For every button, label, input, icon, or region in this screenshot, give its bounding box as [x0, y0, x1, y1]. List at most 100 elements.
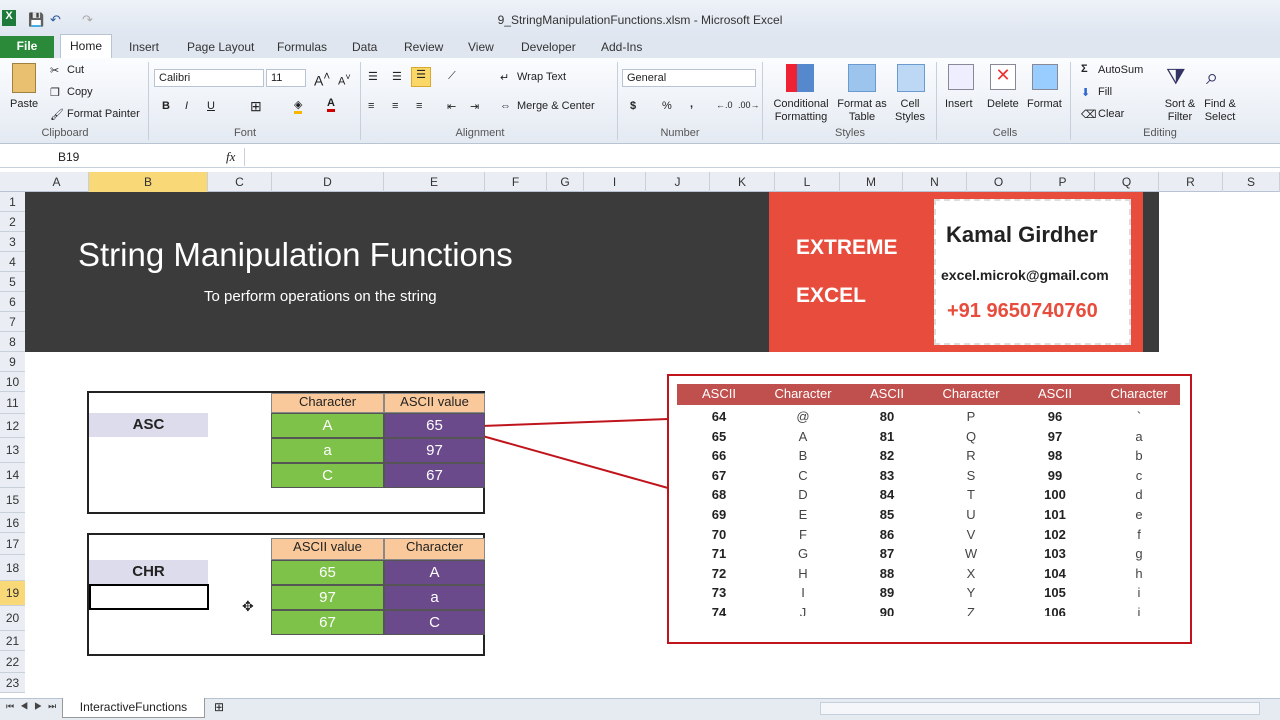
sort-filter-button[interactable]: Sort & Filter: [1164, 98, 1196, 123]
new-sheet-icon[interactable]: ⊞: [214, 700, 225, 714]
column-header-r[interactable]: R: [1159, 172, 1223, 192]
cell-styles-button[interactable]: Cell Styles: [895, 98, 925, 123]
tab-insert[interactable]: Insert: [129, 40, 160, 54]
row-header-19[interactable]: 19: [0, 581, 25, 606]
row-header-14[interactable]: 14: [0, 463, 25, 488]
font-name-select[interactable]: Calibri: [154, 69, 264, 87]
wrap-text-button[interactable]: Wrap Text: [517, 71, 567, 83]
borders-icon[interactable]: ⊞: [250, 98, 262, 114]
paste-icon[interactable]: [12, 63, 36, 93]
row-header-11[interactable]: 11: [0, 392, 25, 414]
tab-page-layout[interactable]: Page Layout: [187, 40, 255, 54]
horizontal-scrollbar[interactable]: [820, 702, 1260, 715]
copy-icon[interactable]: ❐: [50, 87, 60, 99]
align-right-icon[interactable]: ≡: [416, 100, 423, 112]
column-header-s[interactable]: S: [1223, 172, 1280, 192]
currency-button[interactable]: $: [630, 100, 637, 112]
decrease-indent-icon[interactable]: ⇤: [447, 101, 457, 113]
chr-result-cell[interactable]: C: [384, 610, 485, 635]
tab-data[interactable]: Data: [352, 40, 378, 54]
align-left-icon[interactable]: ≡: [368, 100, 375, 112]
asc-cell[interactable]: C: [271, 463, 384, 488]
column-header-q[interactable]: Q: [1095, 172, 1159, 192]
comma-button[interactable]: ,: [690, 98, 694, 110]
row-header-23[interactable]: 23: [0, 673, 25, 693]
percent-button[interactable]: %: [662, 100, 672, 112]
chr-cell[interactable]: 97: [271, 585, 384, 610]
find-select-button[interactable]: Find & Select: [1204, 98, 1236, 123]
underline-button[interactable]: U: [207, 100, 215, 112]
format-cells-button[interactable]: Format: [1027, 98, 1062, 110]
chr-result-cell[interactable]: A: [384, 560, 485, 585]
column-header-n[interactable]: N: [903, 172, 967, 192]
align-center-icon[interactable]: ≡: [392, 100, 399, 112]
column-header-j[interactable]: J: [646, 172, 710, 192]
active-cell-b19[interactable]: [89, 584, 209, 610]
tab-add-ins[interactable]: Add-Ins: [601, 40, 643, 54]
asc-cell[interactable]: a: [271, 438, 384, 463]
copy-button[interactable]: Copy: [67, 86, 93, 98]
column-header-a[interactable]: A: [25, 172, 89, 192]
column-header-p[interactable]: P: [1031, 172, 1095, 192]
delete-cells-button[interactable]: Delete: [987, 98, 1019, 110]
align-middle-icon[interactable]: ☰: [392, 71, 402, 83]
row-header-7[interactable]: 7: [0, 312, 25, 332]
row-header-2[interactable]: 2: [0, 212, 25, 232]
tab-developer[interactable]: Developer: [521, 40, 576, 54]
merge-center-button[interactable]: Merge & Center: [517, 100, 595, 112]
font-size-select[interactable]: 11: [266, 69, 306, 87]
row-header-16[interactable]: 16: [0, 513, 25, 533]
name-box[interactable]: B19: [58, 150, 80, 164]
clear-button[interactable]: Clear: [1098, 108, 1125, 120]
row-header-4[interactable]: 4: [0, 252, 25, 272]
asc-result-cell[interactable]: 65: [384, 413, 485, 438]
row-header-1[interactable]: 1: [0, 192, 25, 212]
conditional-formatting-button[interactable]: Conditional Formatting: [773, 98, 829, 123]
row-header-8[interactable]: 8: [0, 332, 25, 352]
row-header-12[interactable]: 12: [0, 414, 25, 438]
fx-icon[interactable]: fx: [226, 149, 236, 164]
paste-button[interactable]: Paste: [10, 98, 39, 110]
bold-button[interactable]: B: [162, 100, 170, 112]
decrease-decimal-icon[interactable]: .00→: [738, 100, 760, 110]
column-header-o[interactable]: O: [967, 172, 1031, 192]
cut-button[interactable]: Cut: [67, 64, 85, 76]
font-color-icon[interactable]: A: [327, 97, 335, 112]
increase-decimal-icon[interactable]: ←.0: [716, 100, 733, 110]
column-header-k[interactable]: K: [710, 172, 775, 192]
autosum-button[interactable]: AutoSum: [1098, 64, 1144, 76]
fill-button[interactable]: Fill: [1098, 86, 1113, 98]
format-painter-icon[interactable]: 🖌: [50, 109, 64, 121]
chr-result-cell[interactable]: a: [384, 585, 485, 610]
tab-file[interactable]: File: [0, 36, 54, 58]
chr-cell[interactable]: 67: [271, 610, 384, 635]
undo-icon[interactable]: ↶: [50, 12, 61, 27]
column-header-g[interactable]: G: [547, 172, 584, 192]
row-header-21[interactable]: 21: [0, 631, 25, 651]
fill-color-icon[interactable]: ◈: [294, 98, 303, 114]
align-bottom-icon[interactable]: ☰: [411, 67, 431, 87]
asc-result-cell[interactable]: 67: [384, 463, 485, 488]
save-icon[interactable]: 💾: [28, 12, 45, 27]
format-painter-button[interactable]: Format Painter: [67, 108, 140, 120]
column-header-f[interactable]: F: [485, 172, 547, 192]
grow-font-icon[interactable]: A˄: [314, 70, 331, 89]
redo-icon[interactable]: ↷: [82, 12, 93, 27]
row-header-9[interactable]: 9: [0, 352, 25, 372]
column-header-b[interactable]: B: [89, 172, 208, 192]
asc-result-cell[interactable]: 97: [384, 438, 485, 463]
formula-input[interactable]: [244, 148, 1280, 166]
sheet-nav-arrows-icon[interactable]: ⏮◀▶⏭: [6, 701, 63, 711]
column-header-m[interactable]: M: [840, 172, 903, 192]
italic-button[interactable]: I: [185, 100, 189, 112]
column-header-e[interactable]: E: [384, 172, 485, 192]
cut-icon[interactable]: ✂: [50, 65, 60, 77]
row-header-18[interactable]: 18: [0, 555, 25, 581]
asc-cell[interactable]: A: [271, 413, 384, 438]
row-header-20[interactable]: 20: [0, 606, 25, 631]
insert-cells-button[interactable]: Insert: [945, 98, 973, 110]
row-header-22[interactable]: 22: [0, 651, 25, 673]
column-header-d[interactable]: D: [272, 172, 384, 192]
tab-view[interactable]: View: [468, 40, 494, 54]
increase-indent-icon[interactable]: ⇥: [470, 101, 480, 113]
